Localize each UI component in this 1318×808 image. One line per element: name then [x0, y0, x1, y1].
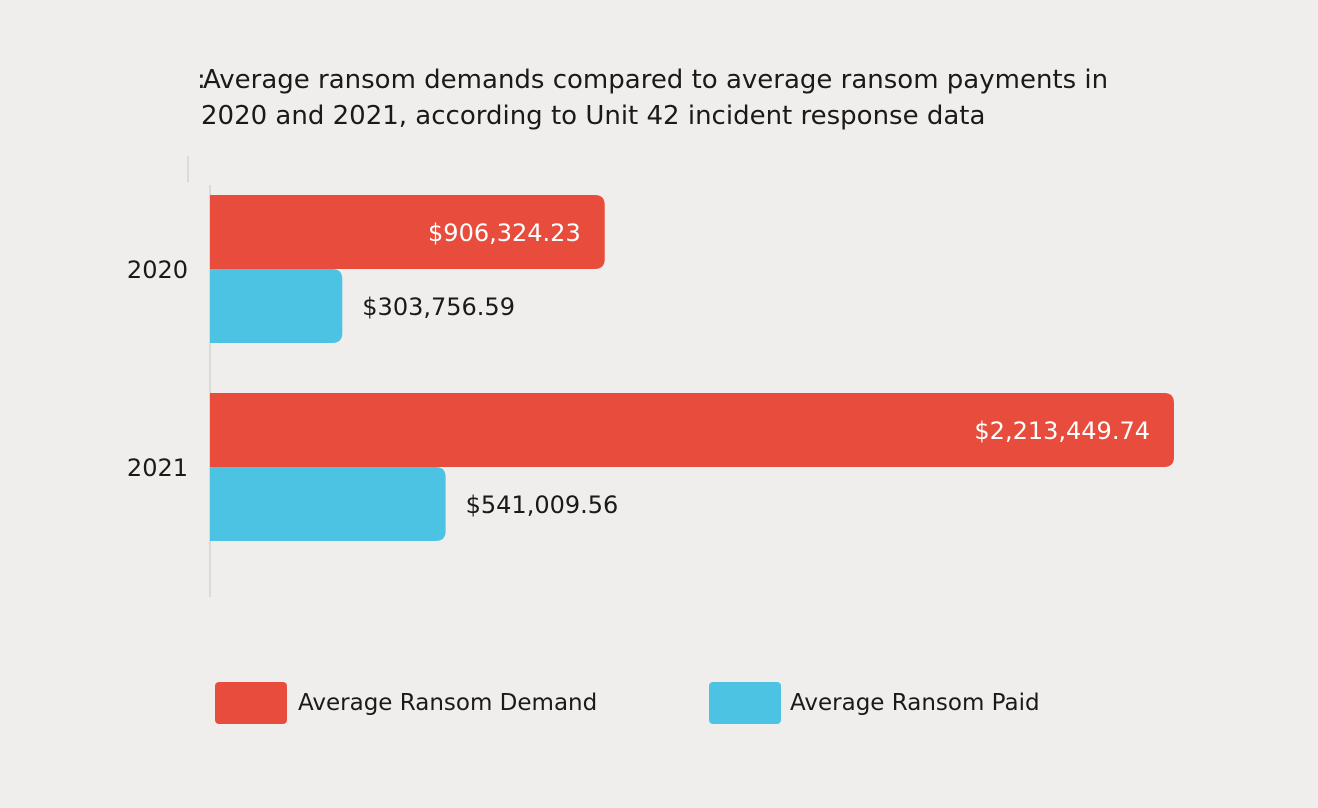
- legend-label-demand: Average Ransom Demand: [298, 690, 597, 716]
- bar-demand-2021: [210, 393, 1174, 467]
- data-label-paid-2020: $303,756.59: [362, 293, 515, 321]
- legend-label-paid: Average Ransom Paid: [790, 690, 1040, 716]
- category-label-2021: 2021: [127, 454, 188, 482]
- chart-title-line-2: 2020 and 2021, according to Unit 42 inci…: [201, 101, 985, 131]
- chart-title-prefix: :: [197, 65, 206, 95]
- legend: Average Ransom Demand Average Ransom Pai…: [215, 682, 1040, 724]
- data-label-demand-2021: $2,213,449.74: [974, 417, 1150, 445]
- legend-swatch-paid: [709, 682, 781, 724]
- bars-layer: $906,324.23 $303,756.59 $2,213,449.74 $541,…: [210, 195, 1174, 541]
- chart-title-line-1: Average ransom demands compared to avera…: [203, 65, 1108, 95]
- bar-paid-2021: [210, 467, 446, 541]
- bar-demand-2020: [210, 195, 605, 269]
- bar-paid-2020: [210, 269, 343, 343]
- legend-swatch-demand: [215, 682, 287, 724]
- data-label-demand-2020: $906,324.23: [428, 219, 581, 247]
- data-label-paid-2021: $541,009.56: [466, 491, 619, 519]
- category-label-2020: 2020: [127, 256, 188, 284]
